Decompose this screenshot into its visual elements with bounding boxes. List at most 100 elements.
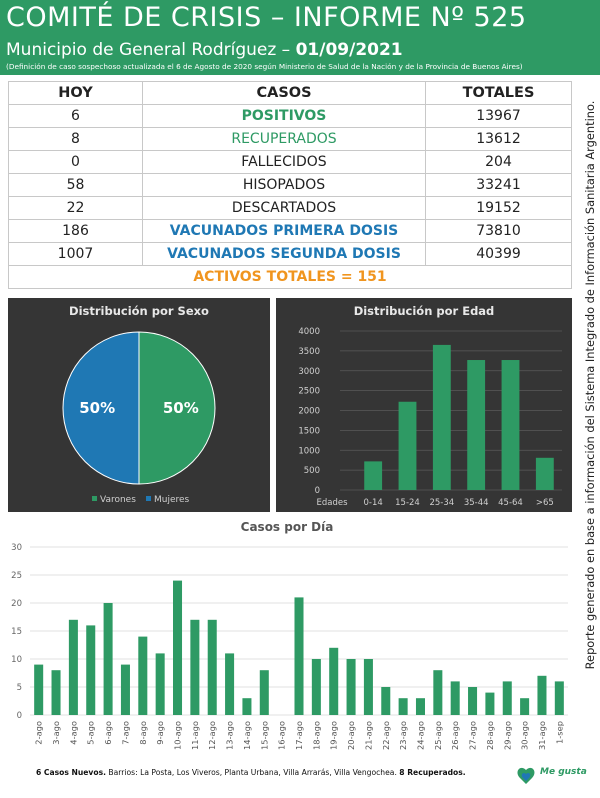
- col-header-hoy: HOY: [8, 81, 143, 105]
- active-total: ACTIVOS TOTALES = 151: [8, 265, 572, 289]
- x-tick-label: 29-ago: [502, 721, 512, 750]
- x-tick-label: 14-ago: [242, 721, 252, 750]
- y-tick-label: 5: [17, 683, 22, 693]
- legend-label-varones: Varones: [100, 495, 136, 505]
- bar: [537, 675, 547, 715]
- bar: [120, 664, 130, 715]
- x-tick-label: 27-ago: [468, 721, 478, 750]
- table-row: 6 POSITIVOS 13967: [8, 104, 572, 128]
- y-tick-label: 1000: [298, 446, 320, 456]
- bar: [311, 659, 321, 715]
- sex-chart-panel: Distribución por Sexo 50% 50% Varones Mujer…: [8, 298, 270, 512]
- bar: [34, 664, 44, 715]
- cell-caso: RECUPERADOS: [142, 127, 426, 151]
- x-tick-label: 1-sep: [554, 721, 564, 744]
- x-tick-label: 21-ago: [363, 721, 373, 750]
- x-tick-label: 45-64: [498, 498, 523, 508]
- cell-caso: HISOPADOS: [142, 173, 426, 197]
- y-tick-label: 3500: [298, 347, 320, 357]
- cell-hoy: 1007: [8, 242, 143, 266]
- age-bar-chart: 0 500 1000 1500 2000 2500 3000 3500 4000 Edades 0-…: [298, 327, 562, 508]
- sex-chart-title: Distribución por Sexo: [69, 304, 209, 318]
- bar: [415, 698, 425, 715]
- cell-total: 204: [425, 150, 572, 174]
- bar: [138, 636, 148, 715]
- x-tick-label: 24-ago: [415, 721, 425, 750]
- bar: [259, 670, 269, 715]
- source-note-text: Reporte generado en base a información d…: [583, 100, 597, 670]
- x-tick-label: 25-ago: [433, 721, 443, 750]
- bar: [502, 681, 512, 715]
- x-tick-label: 30-ago: [520, 721, 530, 750]
- neighborhoods-text: Barrios: La Posta, Los Viveros, Planta U…: [106, 768, 400, 777]
- x-tick-label: 9-ago: [155, 721, 165, 745]
- bar: [225, 653, 235, 715]
- y-tick-label: 500: [304, 466, 320, 476]
- bar: [173, 580, 183, 715]
- report-header: COMITÉ DE CRISIS – INFORME Nº 525 Munici…: [0, 0, 600, 75]
- table-row: 186 VACUNADOS PRIMERA DOSIS 73810: [8, 219, 572, 243]
- bar: [398, 698, 408, 715]
- cell-hoy: 186: [8, 219, 143, 243]
- table-row: 58 HISOPADOS 33241: [8, 173, 572, 197]
- x-tick-label: 7-ago: [120, 721, 130, 745]
- bar: [207, 619, 217, 715]
- cell-total: 13612: [425, 127, 572, 151]
- x-tick-label: 26-ago: [450, 721, 460, 750]
- cell-total: 19152: [425, 196, 572, 220]
- bar: [554, 681, 564, 715]
- bar: [190, 619, 200, 715]
- y-tick-label: 1500: [298, 426, 320, 436]
- sex-pie-chart: 50% 50% Varones Mujeres: [62, 331, 216, 505]
- y-tick-label: 2500: [298, 387, 320, 397]
- cell-caso: POSITIVOS: [142, 104, 426, 128]
- footer-summary: 6 Casos Nuevos. Barrios: La Posta, Los V…: [36, 768, 466, 777]
- x-tick-label: 19-ago: [329, 721, 339, 750]
- y-tick-label: 2000: [298, 407, 320, 417]
- x-tick-label: 2-ago: [34, 721, 44, 745]
- cell-total: 73810: [425, 219, 572, 243]
- age-chart-title: Distribución por Edad: [353, 304, 495, 318]
- x-tick-label: 0-14: [364, 498, 383, 508]
- age-chart-panel: Distribución por Edad 0 500 1000 1500 2000 25…: [276, 298, 572, 512]
- y-tick-label: 25: [11, 571, 22, 581]
- bar: [535, 457, 554, 490]
- x-tick-label: 6-ago: [103, 721, 113, 745]
- legend-swatch-varones: [92, 496, 97, 501]
- daily-chart-title: Casos por Día: [241, 520, 334, 534]
- bar: [450, 681, 460, 715]
- table-row: 0 FALLECIDOS 204: [8, 150, 572, 174]
- bar: [68, 619, 78, 715]
- pie-slice-mujeres: [62, 331, 140, 485]
- bar: [433, 670, 443, 715]
- cell-hoy: 58: [8, 173, 143, 197]
- daily-cases-chart: Casos por Día 0 5 10 15 20 25 30 2-ago 3-ago 4-ago…: [11, 520, 568, 750]
- bar: [364, 461, 383, 490]
- recovered-label: 8 Recuperados.: [399, 768, 466, 777]
- bar: [103, 603, 113, 715]
- bar: [329, 647, 339, 715]
- x-tick-label: 15-24: [395, 498, 420, 508]
- x-axis-title: Edades: [316, 498, 348, 508]
- x-tick-label: 16-ago: [277, 721, 287, 750]
- bar: [242, 698, 252, 715]
- x-tick-label: 5-ago: [86, 721, 96, 745]
- x-tick-label: 13-ago: [225, 721, 235, 750]
- legend-swatch-mujeres: [146, 496, 151, 501]
- bar: [381, 687, 391, 715]
- me-gusta-logo: [517, 767, 535, 784]
- x-tick-label: 35-44: [464, 498, 489, 508]
- bar: [432, 344, 451, 490]
- bar: [467, 360, 486, 490]
- table-header-row: HOY CASOS TOTALES: [8, 81, 572, 105]
- x-tick-label: 23-ago: [398, 721, 408, 750]
- y-tick-label: 10: [11, 655, 22, 665]
- y-tick-label: 20: [11, 599, 22, 609]
- report-subtitle: Municipio de General Rodríguez – 01/09/2…: [6, 40, 403, 60]
- table-row: 8 RECUPERADOS 13612: [8, 127, 572, 151]
- pie-label-varones: 50%: [163, 399, 199, 417]
- cell-hoy: 8: [8, 127, 143, 151]
- col-header-totales: TOTALES: [425, 81, 572, 105]
- x-tick-label: 10-ago: [173, 721, 183, 750]
- bar: [468, 687, 478, 715]
